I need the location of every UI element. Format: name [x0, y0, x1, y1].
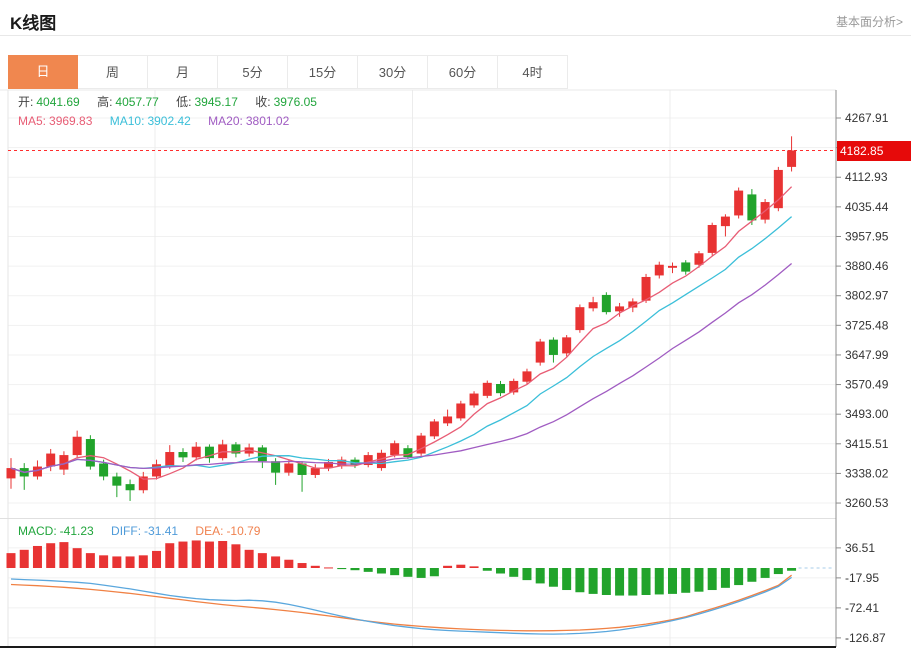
ma5-label: MA5: [18, 114, 47, 128]
ma10-label: MA10: [109, 114, 145, 128]
svg-text:-126.87: -126.87 [845, 631, 886, 645]
ma5-value: 3969.83 [49, 114, 93, 128]
ma10-value: 3902.42 [147, 114, 191, 128]
page-title: K线图 [10, 14, 57, 33]
svg-text:4035.44: 4035.44 [845, 200, 889, 214]
svg-text:3957.95: 3957.95 [845, 229, 889, 243]
low-value: 3945.17 [194, 95, 238, 109]
dea-label: DEA: [195, 524, 224, 538]
ma20-label: MA20: [208, 114, 243, 128]
diff-value: -31.41 [144, 524, 179, 538]
tab-day[interactable]: 日 [8, 55, 78, 89]
high-value: 4057.77 [115, 95, 159, 109]
current-price-tag: 4182.85 [837, 140, 911, 161]
svg-text:3415.51: 3415.51 [845, 437, 889, 451]
low-label: 低: [176, 95, 192, 109]
close-label: 收: [255, 95, 271, 109]
svg-text:4112.93: 4112.93 [845, 170, 888, 184]
tab-4hour[interactable]: 4时 [498, 55, 568, 89]
svg-text:3570.49: 3570.49 [845, 378, 889, 392]
macd-readout: MACD: -41.23 DIFF: -31.41 DEA: -10.79 [18, 524, 263, 538]
tab-15min[interactable]: 15分 [288, 55, 358, 89]
macd-value: -41.23 [59, 524, 94, 538]
ohlc-readout: 开: 4041.69 高: 4057.77 低: 3945.17 收: 3976.05 [18, 93, 320, 110]
tab-30min[interactable]: 30分 [358, 55, 428, 89]
fundamental-analysis-link[interactable]: 基本面分析> [835, 15, 903, 29]
svg-text:3725.48: 3725.48 [845, 318, 889, 332]
tab-week[interactable]: 周 [78, 55, 148, 89]
svg-text:3647.99: 3647.99 [845, 348, 889, 362]
ma20-value: 3801.02 [245, 114, 290, 128]
svg-text:3338.02: 3338.02 [845, 466, 889, 480]
high-label: 高: [97, 95, 113, 109]
macd-label: MACD: [18, 524, 57, 538]
open-label: 开: [18, 95, 34, 109]
tab-60min[interactable]: 60分 [428, 55, 498, 89]
close-value: 3976.05 [273, 95, 317, 109]
svg-text:3880.46: 3880.46 [845, 259, 889, 273]
svg-text:-72.41: -72.41 [845, 601, 879, 615]
header-divider [0, 35, 911, 36]
svg-text:3260.53: 3260.53 [845, 496, 889, 510]
svg-text:-17.95: -17.95 [845, 571, 879, 585]
ma-readout: MA5: 3969.83 MA10: 3902.42 MA20: 3801.02 [18, 114, 292, 128]
dea-value: -10.79 [226, 524, 261, 538]
interval-tab-bar: 日周月 5分 15分 30分 60分 4时 [8, 55, 568, 89]
svg-text:36.51: 36.51 [845, 541, 875, 555]
tab-5min[interactable]: 5分 [218, 55, 288, 89]
svg-text:3493.00: 3493.00 [845, 407, 889, 421]
tab-month[interactable]: 月 [148, 55, 218, 89]
open-value: 4041.69 [36, 95, 80, 109]
diff-label: DIFF: [111, 524, 142, 538]
svg-text:4267.91: 4267.91 [845, 111, 889, 125]
svg-text:3802.97: 3802.97 [845, 289, 889, 303]
